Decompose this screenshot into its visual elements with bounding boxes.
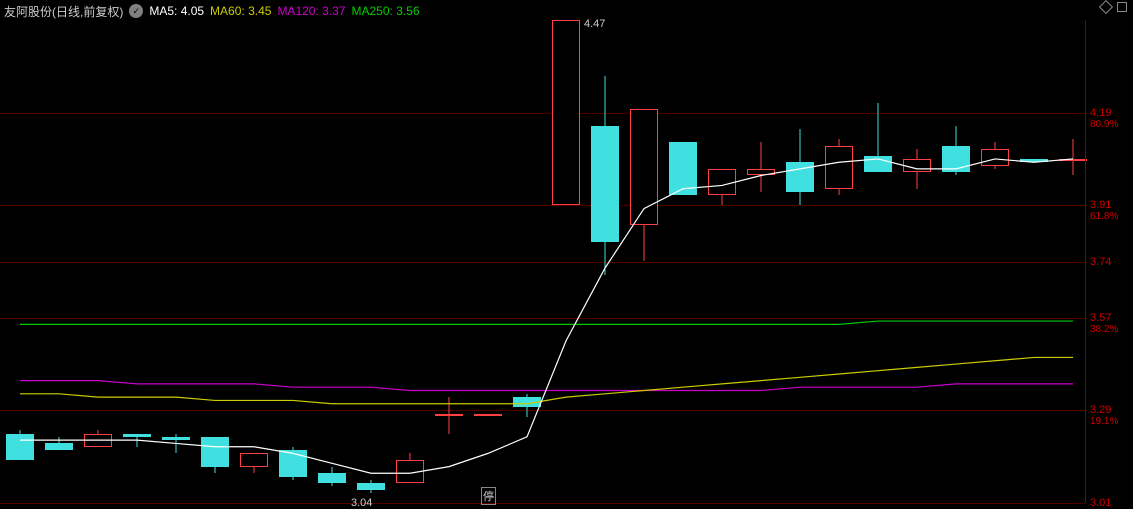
chart-container: 友阿股份(日线,前复权) ✓ MA5: 4.05 MA60: 3.45 MA12…	[0, 0, 1133, 503]
top-right-icons	[1101, 2, 1127, 12]
grid-line	[0, 503, 1085, 504]
axis-fib-label: 80.9%	[1090, 119, 1118, 131]
axis-tick-label: 3.91	[1090, 199, 1111, 211]
ma250-line	[20, 321, 1073, 324]
axis-tick-label: 3.01	[1090, 497, 1111, 509]
axis-fib-label: 61.8%	[1090, 211, 1118, 223]
axis-tick-label: 3.29	[1090, 404, 1111, 416]
ma5-label: MA5: 4.05	[149, 4, 204, 18]
ma5-line	[20, 159, 1073, 473]
ma250-label: MA250: 3.56	[352, 4, 420, 18]
chart-header: 友阿股份(日线,前复权) ✓ MA5: 4.05 MA60: 3.45 MA12…	[4, 2, 420, 20]
price-axis: 4.1980.9% 3.9161.8% 3.74 3.5738.2% 3.2919.1%…	[1085, 20, 1133, 503]
diamond-icon[interactable]	[1099, 0, 1113, 14]
axis-tick-label: 4.19	[1090, 107, 1111, 119]
ma120-label: MA120: 3.37	[277, 4, 345, 18]
axis-fib-label: 38.2%	[1090, 324, 1118, 336]
square-icon[interactable]	[1117, 2, 1127, 12]
chart-area[interactable]: 4.473.04停	[0, 20, 1085, 503]
axis-fib-label: 19.1%	[1090, 416, 1118, 428]
axis-tick-label: 3.57	[1090, 312, 1111, 324]
ma60-line	[20, 357, 1073, 403]
ma-lines	[0, 20, 1085, 503]
axis-tick-label: 3.74	[1090, 256, 1111, 268]
halt-marker: 停	[481, 487, 496, 505]
check-icon[interactable]: ✓	[129, 4, 143, 18]
stock-title: 友阿股份(日线,前复权)	[4, 3, 123, 20]
ma60-label: MA60: 3.45	[210, 4, 271, 18]
